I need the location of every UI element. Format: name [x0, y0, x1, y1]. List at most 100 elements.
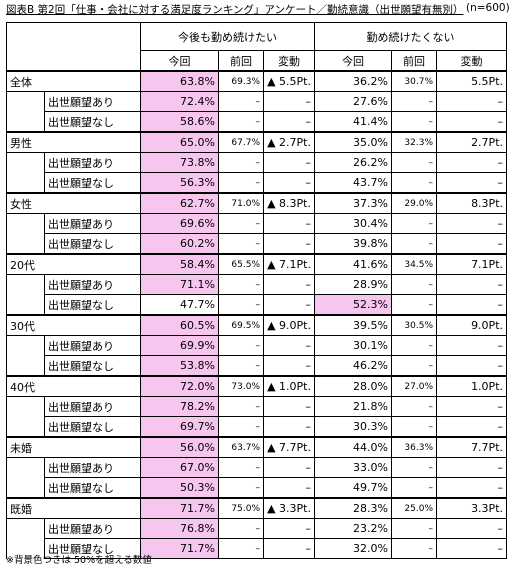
cell: –	[218, 538, 264, 559]
cell: –	[263, 396, 315, 417]
sub-row: 出世願望あり 76.8% – –23.2% – –	[6, 518, 507, 539]
cell: 47.7%	[140, 294, 219, 316]
cell: –	[263, 91, 315, 112]
group-header: 勤め続けたくない	[314, 22, 507, 51]
row-label: 40代	[6, 375, 141, 397]
row-label: 未婚	[6, 436, 141, 458]
cell: –	[436, 294, 507, 316]
cell: 71.7%	[140, 538, 219, 559]
cell: –	[218, 111, 264, 133]
cell: –	[263, 274, 315, 295]
sub-row: 出世願望なし 53.8% – –46.2% – –	[6, 355, 507, 377]
cell: 65.0%	[140, 131, 219, 153]
cell: 76.8%	[140, 518, 219, 539]
cell: –	[391, 213, 437, 234]
row-label: 出世願望なし	[44, 416, 141, 438]
indent	[6, 355, 45, 376]
cell: 25.0%	[391, 497, 437, 519]
cell: 67.7%	[218, 131, 264, 153]
cell: –	[436, 172, 507, 194]
cell: 58.4%	[140, 253, 219, 275]
cell: –	[436, 152, 507, 173]
indent	[6, 233, 45, 254]
group-header: 今後も勤め続けたい	[140, 22, 315, 51]
sub-row: 出世願望なし 69.7% – –30.3% – –	[6, 416, 507, 438]
cell: –	[263, 152, 315, 173]
group-row: 未婚 56.0% 63.7% ▲ 7.7Pt. 44.0% 36.3% 7.7Pt.	[6, 436, 507, 458]
row-label: 出世願望あり	[44, 152, 141, 173]
sub-row: 出世願望なし 56.3% – –43.7% – –	[6, 172, 507, 194]
sub-row: 出世願望なし 47.7% – –52.3% – –	[6, 294, 507, 316]
indent	[6, 477, 45, 498]
cell: ▲ 1.0Pt.	[263, 375, 315, 397]
cell: –	[436, 213, 507, 234]
row-label: 既婚	[6, 497, 141, 519]
cell: –	[218, 335, 264, 356]
cell: 41.6%	[314, 253, 392, 275]
cell: –	[436, 91, 507, 112]
cell: 73.0%	[218, 375, 264, 397]
column-header: 変動	[436, 50, 507, 72]
cell: 27.0%	[391, 375, 437, 397]
cell: –	[218, 477, 264, 499]
sub-row: 出世願望なし 50.3% – –49.7% – –	[6, 477, 507, 499]
cell: –	[436, 538, 507, 559]
cell: 28.3%	[314, 497, 392, 519]
cell: 5.5Pt.	[436, 70, 507, 92]
indent	[6, 294, 45, 315]
footnote: ※背景色つきは 50%を超える数値	[6, 555, 152, 566]
cell: 36.3%	[391, 436, 437, 458]
cell: 30.5%	[391, 314, 437, 336]
cell: 36.2%	[314, 70, 392, 92]
cell: –	[391, 457, 437, 478]
row-label: 出世願望なし	[44, 477, 141, 499]
cell: 30.3%	[314, 416, 392, 438]
cell: 43.7%	[314, 172, 392, 194]
cell: 58.6%	[140, 111, 219, 133]
group-row: 全体 63.8% 69.3% ▲ 5.5Pt. 36.2% 30.7% 5.5Pt.	[6, 70, 507, 92]
cell: –	[391, 518, 437, 539]
cell: –	[218, 172, 264, 194]
cell: 69.7%	[140, 416, 219, 438]
row-label: 30代	[6, 314, 141, 336]
sub-row: 出世願望あり 69.9% – –30.1% – –	[6, 335, 507, 356]
indent	[6, 416, 45, 437]
cell: –	[263, 477, 315, 499]
cell: 50.3%	[140, 477, 219, 499]
cell: 2.7Pt.	[436, 131, 507, 153]
cell: 30.1%	[314, 335, 392, 356]
cell: –	[391, 355, 437, 377]
cell: 52.3%	[314, 294, 392, 316]
cell: –	[391, 111, 437, 133]
row-label: 男性	[6, 131, 141, 153]
corner	[6, 22, 141, 72]
cell: 29.0%	[391, 192, 437, 214]
group-row: 30代 60.5% 69.5% ▲ 9.0Pt. 39.5% 30.5% 9.0Pt.	[6, 314, 507, 336]
cell: 71.1%	[140, 274, 219, 295]
cell: –	[218, 457, 264, 478]
cell: –	[436, 396, 507, 417]
cell: 60.2%	[140, 233, 219, 255]
cell: 72.0%	[140, 375, 219, 397]
indent	[6, 111, 45, 132]
cell: 33.0%	[314, 457, 392, 478]
cell: –	[263, 355, 315, 377]
cell: 71.0%	[218, 192, 264, 214]
row-label: 20代	[6, 253, 141, 275]
cell: –	[436, 274, 507, 295]
cell: –	[218, 294, 264, 316]
header-row: 今後も勤め続けたい 勤め続けたくない	[6, 22, 507, 72]
cell: 72.4%	[140, 91, 219, 112]
cell: –	[263, 172, 315, 194]
cell: 73.8%	[140, 152, 219, 173]
cell: 21.8%	[314, 396, 392, 417]
sub-row: 出世願望あり 71.1% – –28.9% – –	[6, 274, 507, 295]
indent	[6, 213, 45, 234]
sample-size: (n=600)	[466, 2, 510, 14]
cell: ▲ 3.3Pt.	[263, 497, 315, 519]
row-label: 出世願望なし	[44, 233, 141, 255]
cell: –	[391, 152, 437, 173]
row-label: 出世願望あり	[44, 457, 141, 478]
cell: 53.8%	[140, 355, 219, 377]
